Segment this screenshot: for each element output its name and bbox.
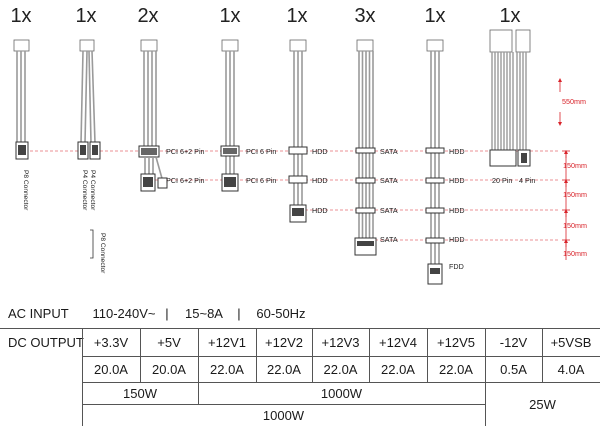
- sata-label-4: SATA: [380, 235, 398, 244]
- watt-12v: 1000W: [320, 385, 363, 401]
- pci-6-2-label-2: PCI 6+2 Pin: [166, 176, 205, 185]
- ac-input-label: AC INPUT: [8, 305, 69, 321]
- rail-amps: 22.0A: [267, 361, 301, 377]
- rail-name: +12V2: [265, 334, 303, 350]
- pin4-label: 4 Pin: [519, 176, 535, 185]
- hdd-label-2: HDD: [312, 176, 328, 185]
- guide-lines: [30, 150, 560, 241]
- watt-5v-3v3: 150W: [123, 385, 157, 401]
- p4-connector-label-a: P4 Connector: [81, 170, 88, 211]
- sata-label-2: SATA: [380, 176, 398, 185]
- ac-separator-2: |: [237, 305, 241, 321]
- rail-name: +12V1: [208, 334, 246, 350]
- table-rule: [82, 382, 600, 383]
- p8-connector-label: P8 Connector: [22, 170, 29, 211]
- pci-6-2-label-1: PCI 6+2 Pin: [166, 147, 205, 156]
- rail-amps: 20.0A: [94, 361, 128, 377]
- cable-count-atx: 1x: [499, 5, 520, 27]
- pci-6-label-2: PCI 6 Pin: [246, 176, 276, 185]
- ac-current: 15~8A: [185, 305, 223, 321]
- cable-hdd: [288, 39, 308, 223]
- dc-output-label: DC OUTPUT: [8, 334, 84, 350]
- watt-minus12-5vsb: 25W: [529, 396, 556, 412]
- table-divider: [198, 328, 199, 404]
- cable-pci-single: [220, 39, 240, 192]
- table-divider: [369, 328, 370, 382]
- p4-connector-label-b: P4 Connector: [89, 170, 96, 211]
- cable-pci-dual: [138, 39, 168, 192]
- cable-count-p8: 1x: [10, 5, 31, 27]
- hdd-label-1: HDD: [312, 147, 328, 156]
- rail-amps: 0.5A: [500, 361, 527, 377]
- rail-name: +12V4: [379, 334, 417, 350]
- table-divider: [140, 328, 141, 382]
- rail-amps: 22.0A: [439, 361, 473, 377]
- cable-sata: [354, 39, 377, 256]
- ac-separator-1: |: [165, 305, 169, 321]
- table-divider: [82, 328, 83, 426]
- cable-count-pci-single: 1x: [219, 5, 240, 27]
- fdd-label: FDD: [449, 262, 464, 271]
- cable-hdd-fdd: [425, 39, 445, 285]
- sata-label-1: SATA: [380, 147, 398, 156]
- dim-150mm-1: 150mm: [563, 161, 587, 170]
- dim-550mm: 550mm: [562, 97, 586, 106]
- sata-label-3: SATA: [380, 206, 398, 215]
- spec-table: AC INPUT 110-240V~ | 15~8A | 60-50Hz DC …: [0, 298, 600, 426]
- table-divider: [542, 328, 543, 382]
- dim-150mm-2: 150mm: [563, 190, 587, 199]
- table-divider: [256, 328, 257, 382]
- rail-amps: 22.0A: [210, 361, 244, 377]
- table-rule: [82, 356, 600, 357]
- p8-connector-label-combined: P8 Connector: [99, 233, 106, 274]
- hdd-label-3: HDD: [312, 206, 328, 215]
- cable-atx: [489, 29, 531, 167]
- table-rule: [82, 404, 485, 405]
- rail-name: +12V3: [321, 334, 360, 350]
- table-rule: [0, 328, 600, 329]
- cable-count-hdd: 1x: [286, 5, 307, 27]
- cable-p8: [13, 39, 30, 160]
- rail-name: +5VSB: [550, 334, 592, 350]
- cable-p4-p8: [77, 39, 101, 259]
- hdd-fdd-label-2: HDD: [449, 176, 465, 185]
- rail-name: +5V: [157, 334, 181, 350]
- cable-diagram: 1x 1x 2x 1x 1x 3x 1x 1x P8 Connector P4 …: [10, 5, 587, 285]
- pin20-label: 20 Pin: [492, 176, 512, 185]
- hdd-fdd-label-4: HDD: [449, 235, 465, 244]
- rail-name: -12V: [499, 334, 528, 350]
- rail-amps: 4.0A: [557, 361, 585, 377]
- table-divider: [427, 328, 428, 382]
- watt-total: 1000W: [262, 407, 305, 423]
- dim-150mm-4: 150mm: [563, 249, 587, 258]
- rail-amps: 22.0A: [381, 361, 415, 377]
- rail-name: +3.3V: [93, 334, 129, 350]
- table-divider: [485, 328, 486, 426]
- cable-count-sata: 3x: [354, 5, 375, 27]
- rail-amps: 20.0A: [152, 361, 186, 377]
- rail-amps: 22.0A: [323, 361, 358, 377]
- pci-6-label-1: PCI 6 Pin: [246, 147, 276, 156]
- cable-count-pci-dual: 2x: [137, 5, 158, 27]
- hdd-fdd-label-3: HDD: [449, 206, 465, 215]
- ac-frequency: 60-50Hz: [256, 305, 306, 321]
- rail-name: +12V5: [437, 334, 475, 350]
- table-divider: [312, 328, 313, 382]
- dimension-arrows: [558, 78, 570, 260]
- cable-count-hdd-fdd: 1x: [424, 5, 445, 27]
- dim-150mm-3: 150mm: [563, 221, 587, 230]
- hdd-fdd-label-1: HDD: [449, 147, 465, 156]
- cable-count-p4p8: 1x: [75, 5, 96, 27]
- ac-voltage: 110-240V~: [92, 305, 156, 321]
